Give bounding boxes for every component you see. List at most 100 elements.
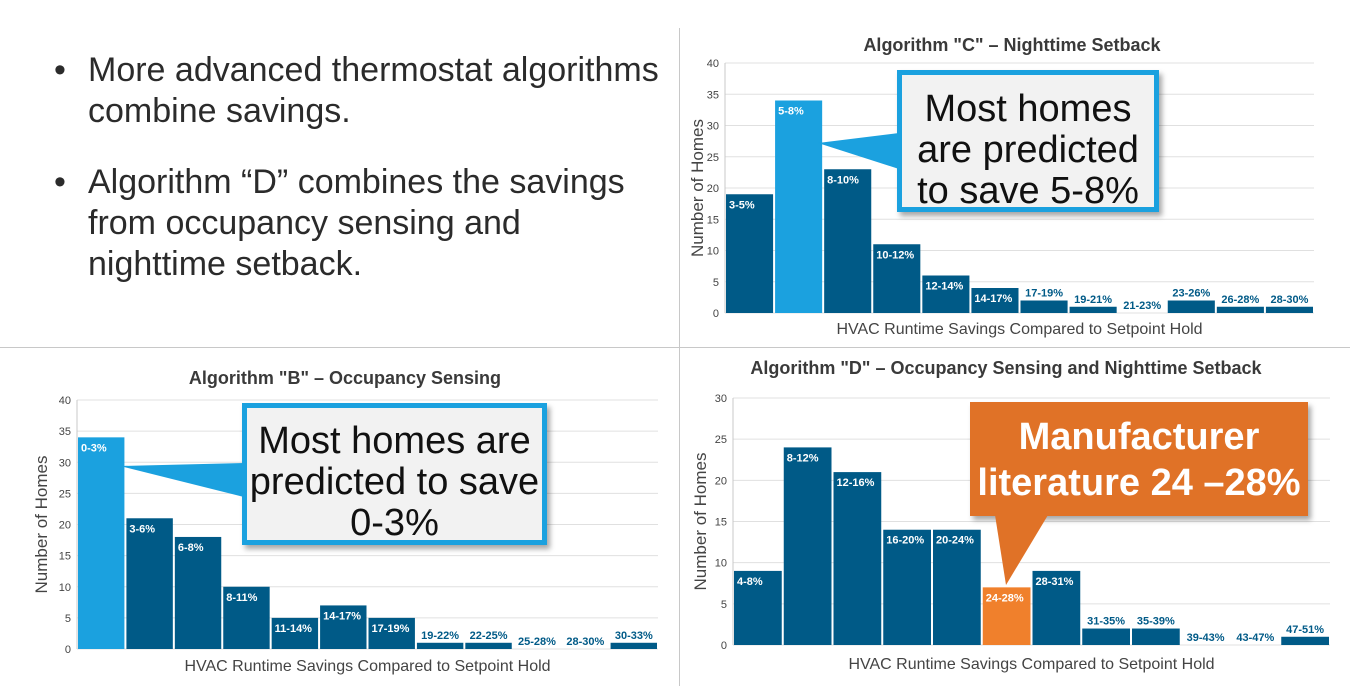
chart-c-bar-label: 10-12% bbox=[876, 249, 914, 261]
chart-d-bar-label: 12-16% bbox=[837, 477, 875, 489]
chart-d-bar bbox=[783, 447, 832, 645]
chart-b-bar bbox=[78, 437, 125, 649]
chart-c-bar-label: 5-8% bbox=[778, 106, 804, 118]
chart-c-bar-label: 23-26% bbox=[1172, 288, 1210, 300]
chart-d-bar-label: 43-47% bbox=[1236, 632, 1274, 644]
chart-d-bar bbox=[933, 529, 981, 645]
chart-b-bar-label: 0-3% bbox=[81, 442, 107, 454]
chart-d-ytick-label: 25 bbox=[715, 434, 727, 446]
chart-c-bar bbox=[824, 169, 872, 313]
chart-c-bar-label: 17-19% bbox=[1025, 288, 1063, 300]
chart-c-bar bbox=[922, 275, 970, 313]
chart-c-ylabel: Number of Homes bbox=[688, 119, 707, 257]
chart-c-bar bbox=[1216, 306, 1264, 313]
vertical-divider bbox=[679, 28, 680, 686]
chart-d-bar-label: 20-24% bbox=[936, 535, 974, 547]
chart-d-ytick-label: 15 bbox=[715, 517, 727, 529]
chart-b-ytick-label: 25 bbox=[59, 488, 71, 500]
callout-b-text: Most homes are predicted to save 0-3% bbox=[249, 420, 540, 544]
chart-c-ytick-label: 20 bbox=[707, 183, 719, 195]
chart-b-bar bbox=[368, 617, 415, 649]
chart-c-ytick-label: 25 bbox=[707, 152, 719, 164]
chart-b-ytick-label: 30 bbox=[59, 457, 71, 469]
chart-b-bar bbox=[271, 617, 319, 649]
chart-b-ytick-label: 15 bbox=[59, 551, 71, 563]
chart-d-bar-label: 28-31% bbox=[1036, 576, 1074, 588]
chart-b-ytick-label: 35 bbox=[59, 426, 71, 438]
chart-c-bar-label: 21-23% bbox=[1123, 300, 1161, 312]
chart-algorithm-d: Algorithm "D" – Occupancy Sensing and Ni… bbox=[688, 353, 1340, 684]
bullet-list: • More advanced thermostat algorithms com… bbox=[52, 50, 662, 315]
callout-c-text: Most homes are predicted to save 5-8% bbox=[917, 88, 1139, 212]
chart-c-ytick-label: 10 bbox=[707, 246, 719, 258]
chart-c-bar bbox=[726, 194, 774, 313]
chart-d-ytick-label: 30 bbox=[715, 393, 727, 405]
chart-d-bar-label: 39-43% bbox=[1187, 632, 1225, 644]
chart-b-bar-label: 3-6% bbox=[129, 523, 155, 535]
chart-c-bar-label: 12-14% bbox=[925, 281, 963, 293]
chart-b-bar-label: 17-19% bbox=[372, 623, 410, 635]
chart-b-svg: Algorithm "B" – Occupancy Sensing 0 5 10 15 2… bbox=[32, 368, 658, 675]
chart-b-bar-label: 25-28% bbox=[518, 636, 556, 648]
chart-b-bar bbox=[610, 642, 657, 649]
chart-c-ytick-label: 40 bbox=[707, 58, 719, 70]
callout-d: Manufacturer literature 24 –28% bbox=[970, 402, 1308, 516]
chart-d-ytick-label: 10 bbox=[715, 558, 727, 570]
chart-c-bar-label: 14-17% bbox=[974, 293, 1012, 305]
chart-d-bar-label: 24-28% bbox=[986, 592, 1024, 604]
chart-d-bar-label: 16-20% bbox=[886, 535, 924, 547]
chart-b-bar-label: 30-33% bbox=[615, 630, 653, 642]
chart-c-xlabel: HVAC Runtime Savings Compared to Setpoin… bbox=[836, 321, 1202, 338]
chart-d-bar-label: 4-8% bbox=[737, 576, 763, 588]
chart-d-bar-label: 31-35% bbox=[1087, 616, 1125, 628]
chart-d-bar bbox=[1281, 636, 1329, 645]
chart-d-svg: Algorithm "D" – Occupancy Sensing and Ni… bbox=[691, 358, 1330, 673]
chart-c-bar-label: 19-21% bbox=[1074, 294, 1112, 306]
chart-d-bar bbox=[833, 472, 882, 645]
horizontal-divider bbox=[0, 347, 1350, 348]
bullet-dot-icon: • bbox=[54, 163, 66, 201]
chart-d-bar bbox=[982, 587, 1031, 645]
chart-b-bar-label: 28-30% bbox=[566, 636, 604, 648]
chart-b-bar-label: 19-22% bbox=[421, 630, 459, 642]
chart-d-ytick-label: 20 bbox=[715, 475, 727, 487]
chart-d-bar bbox=[734, 570, 782, 645]
chart-c-title: Algorithm "C" – Nighttime Setback bbox=[863, 35, 1161, 55]
chart-b-ytick-label: 20 bbox=[59, 520, 71, 532]
chart-c-bar-label: 8-10% bbox=[827, 174, 859, 186]
chart-c-ytick-label: 15 bbox=[707, 214, 719, 226]
chart-c-bar bbox=[971, 288, 1019, 313]
chart-c-ytick-label: 5 bbox=[713, 277, 719, 289]
chart-d-bar-label: 35-39% bbox=[1137, 616, 1175, 628]
chart-c-bar bbox=[1069, 306, 1117, 313]
callout-c: Most homes are predicted to save 5-8% bbox=[897, 70, 1159, 212]
bullet-item: • More advanced thermostat algorithms com… bbox=[52, 50, 662, 132]
chart-b-ytick-label: 0 bbox=[65, 644, 71, 656]
chart-d-bar-label: 47-51% bbox=[1286, 624, 1324, 636]
chart-c-ytick-label: 0 bbox=[713, 308, 719, 320]
chart-c-ytick-label: 35 bbox=[707, 89, 719, 101]
chart-d-ytick-label: 5 bbox=[721, 599, 727, 611]
callout-d-text: Manufacturer literature 24 –28% bbox=[977, 416, 1301, 504]
chart-b-ytick-label: 40 bbox=[59, 395, 71, 407]
chart-c-bar bbox=[873, 244, 921, 313]
chart-c-bar bbox=[1020, 300, 1068, 313]
chart-b-bar bbox=[126, 518, 173, 649]
chart-d-bar bbox=[1082, 628, 1130, 645]
chart-c-bar-label: 26-28% bbox=[1221, 294, 1259, 306]
chart-b-xlabel: HVAC Runtime Savings Compared to Setpoin… bbox=[184, 658, 550, 675]
chart-b-bar-label: 8-11% bbox=[226, 592, 257, 604]
chart-b-bar bbox=[174, 536, 222, 649]
chart-d-title: Algorithm "D" – Occupancy Sensing and Ni… bbox=[750, 358, 1262, 378]
chart-d-bar bbox=[883, 529, 931, 645]
chart-d-ytick-label: 0 bbox=[721, 640, 727, 652]
chart-c-bar bbox=[1167, 300, 1215, 313]
chart-b-bar-label: 22-25% bbox=[470, 630, 508, 642]
chart-b-bar bbox=[465, 642, 512, 649]
chart-b-ylabel: Number of Homes bbox=[32, 456, 51, 594]
chart-b-ytick-label: 10 bbox=[59, 582, 71, 594]
chart-c-bar-label: 28-30% bbox=[1270, 294, 1308, 306]
bullet-dot-icon: • bbox=[54, 51, 66, 89]
chart-b-bar bbox=[320, 605, 367, 649]
chart-d-xlabel: HVAC Runtime Savings Compared to Setpoin… bbox=[848, 656, 1214, 673]
